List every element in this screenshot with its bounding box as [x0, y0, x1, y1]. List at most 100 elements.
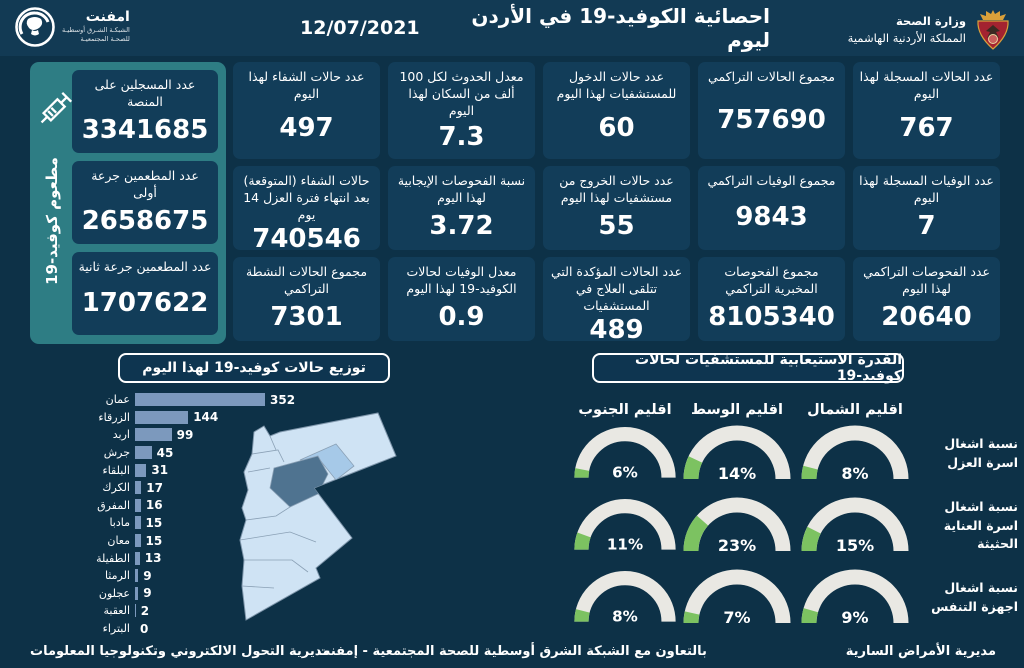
- gauge-row-label-1: نسبة اشغال اسرة العناية الحثيثة: [943, 498, 1018, 552]
- stat-card: عدد حالات الدخول للمستشفيات لهذا اليوم 60: [543, 62, 690, 159]
- svg-text:15%: 15%: [836, 536, 874, 555]
- bar-value-label: 16: [145, 498, 163, 513]
- stat-card-label: معدل الحدوث لكل 100 ألف من السكان لهذا ا…: [399, 69, 524, 118]
- bar: [135, 410, 189, 424]
- stat-card-label: عدد الفحوصات التراكمي لهذا اليوم: [863, 264, 990, 296]
- jordan-map: [239, 412, 397, 621]
- globe-icon: [15, 7, 55, 47]
- stat-card-value: 60: [598, 113, 635, 144]
- footer-collaboration-note: بالتعاون مع الشبكة الشرق أوسطية للصحة ال…: [317, 644, 707, 659]
- bar-row: المفرق 16: [36, 497, 292, 515]
- stat-card: عدد الوفيات المسجلة لهذا اليوم 7: [853, 166, 1000, 250]
- gauge-arc: 23%: [683, 497, 791, 555]
- bar-row: البلقاء 31: [36, 461, 292, 479]
- stat-card-value: 0.9: [438, 301, 485, 332]
- stat-card: مجموع الحالات التراكمي 757690: [698, 62, 845, 159]
- stat-card-label: عدد حالات الشفاء لهذا اليوم: [248, 69, 365, 101]
- stat-card-label: نسبة الفحوصات الإيجابية لهذا اليوم: [397, 173, 526, 205]
- bar-row: اربد 99: [36, 426, 292, 444]
- gauge-1-1: 23%: [678, 490, 796, 562]
- bar: [135, 481, 142, 495]
- bar-value-label: 15: [145, 533, 163, 548]
- bar-row: عجلون 9: [36, 585, 292, 603]
- svg-text:6%: 6%: [612, 464, 638, 482]
- bar-value-label: 0: [140, 621, 149, 636]
- vaccine-cards: عدد المسجلين على المنصة 3341685 عدد المطعم…: [72, 70, 218, 335]
- vaccine-card-label: عدد المسجلين على المنصة: [94, 77, 196, 109]
- svg-text:8%: 8%: [841, 464, 868, 483]
- bar-city-label: عجلون: [98, 586, 130, 600]
- stat-card: مجموع الوفيات التراكمي 9843: [698, 166, 845, 250]
- stat-card-value: 489: [589, 314, 644, 345]
- bar: [135, 604, 136, 618]
- city-distribution-bar-chart: عمان 352 الزرقاء 144 اربد 99 جرش 45 البلقاء 31 الك…: [36, 391, 295, 638]
- bar: [135, 393, 265, 407]
- svg-text:14%: 14%: [718, 464, 756, 483]
- vaccine-card-value: 2658675: [81, 205, 209, 236]
- stat-card-value: 55: [598, 210, 635, 241]
- stat-card-value: 497: [279, 113, 334, 144]
- region-header-2: اقليم الجنوب: [578, 402, 672, 418]
- vaccine-card: عدد المسجلين على المنصة 3341685: [72, 70, 218, 153]
- bar-city-label: البلقاء: [102, 463, 130, 477]
- bar-value-label: 9: [143, 586, 152, 601]
- bar-row: جرش 45: [36, 444, 292, 462]
- bar-row: العقبة 2: [36, 602, 292, 620]
- region-header-1: اقليم الوسط: [690, 402, 783, 418]
- stat-card-label: معدل الوفيات لحالات الكوفيد-19 لهذا اليو…: [406, 264, 517, 296]
- vaccine-card-value: 3341685: [81, 114, 209, 145]
- logo-text: امفنت الشبكـة الشـرق أوسطيـة للصحـة المج…: [62, 9, 130, 44]
- bar-value-label: 13: [144, 551, 162, 566]
- stat-card: معدل الحدوث لكل 100 ألف من السكان لهذا ا…: [388, 62, 535, 159]
- bar-value-label: 15: [145, 515, 163, 530]
- stat-card-label: مجموع الحالات التراكمي: [708, 69, 835, 84]
- bar: [135, 446, 152, 460]
- stat-card-label: مجموع الحالات النشطة التراكمي: [245, 264, 368, 296]
- bar: [135, 534, 141, 548]
- stat-card-label: عدد الحالات المسجلة لهذا اليوم: [859, 69, 994, 101]
- stat-card: عدد الفحوصات التراكمي لهذا اليوم 20640: [853, 257, 1000, 341]
- bar-city-label: العقبة: [103, 604, 131, 618]
- gauge-arc: 8%: [574, 571, 676, 626]
- page-title-wrap: احصائية الكوفيد-19 في الأردن ليوم 12/07/…: [300, 0, 770, 56]
- vaccine-card: عدد المطعمين جرعة أولى 2658675: [72, 161, 218, 244]
- stat-card-label: عدد حالات الخروج من مستشفيات لهذا اليوم: [559, 173, 674, 205]
- page-title: احصائية الكوفيد-19 في الأردن ليوم: [471, 4, 770, 52]
- bar-city-label: جرش: [103, 446, 130, 460]
- bar-row: البتراء 0: [36, 620, 292, 638]
- stat-card: حالات الشفاء (المتوقعة) بعد انتهاء فترة …: [233, 166, 380, 254]
- gauge-2-0: 9%: [796, 562, 914, 634]
- stat-card-value: 20640: [881, 301, 972, 332]
- vaccinated-covid19-side-label: مطعوم كوفيد-19: [43, 157, 61, 285]
- bar-city-label: معان: [107, 534, 130, 548]
- gauge-arc: 8%: [801, 425, 909, 483]
- gauge-arc: 11%: [574, 499, 676, 554]
- stat-card-value: 7301: [270, 301, 343, 332]
- bar-value-label: 45: [156, 445, 174, 460]
- gauge-arc: 6%: [574, 427, 676, 482]
- stats-grid: عدد الحالات المسجلة لهذا اليوم 767 مجموع ا…: [233, 62, 1000, 345]
- gauge-2-1: 7%: [678, 562, 796, 634]
- stat-card-value: 740546: [252, 223, 361, 254]
- syringe-icon: [40, 91, 73, 124]
- gauge-arc: 15%: [801, 497, 909, 555]
- bar: [135, 586, 139, 600]
- gauge-1-0: 15%: [796, 490, 914, 562]
- gauge-1-2: 11%: [572, 490, 678, 562]
- bar: [135, 428, 172, 442]
- bar-value-label: 9: [143, 568, 152, 583]
- gauge-arc: 7%: [683, 569, 791, 627]
- bar-row: معان 15: [36, 532, 292, 550]
- stat-card: عدد الحالات المؤكدة التي تتلقى العلاج في…: [543, 257, 690, 345]
- bar-row: مادبا 15: [36, 514, 292, 532]
- stat-card-label: عدد حالات الدخول للمستشفيات لهذا اليوم: [556, 69, 677, 101]
- bar-city-label: مادبا: [109, 516, 130, 530]
- stat-card: عدد حالات الشفاء لهذا اليوم 497: [233, 62, 380, 159]
- bar-city-label: الزرقاء: [98, 410, 130, 424]
- bar: [135, 463, 147, 477]
- bar-city-label: البتراء: [102, 622, 130, 636]
- bar-city-label: الرمثا: [104, 569, 130, 583]
- gauge-corner-spacer: [914, 388, 1022, 418]
- stat-card: معدل الوفيات لحالات الكوفيد-19 لهذا اليو…: [388, 257, 535, 341]
- bar-value-label: 2: [140, 603, 150, 618]
